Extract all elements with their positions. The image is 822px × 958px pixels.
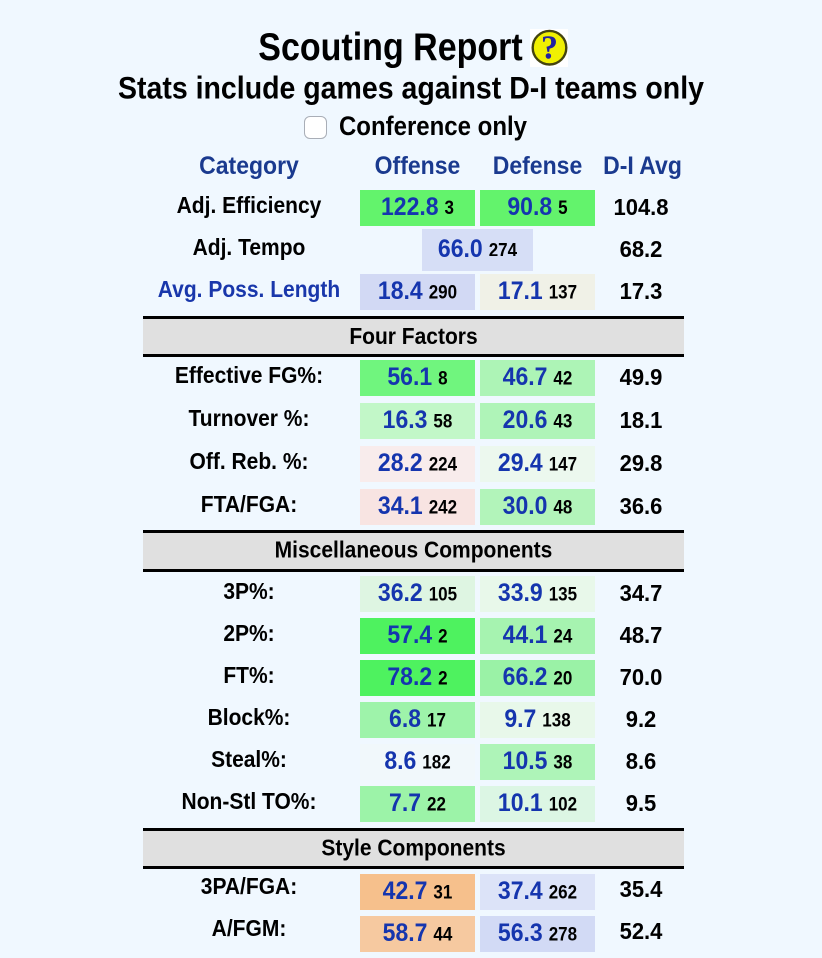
- svg-text:?: ?: [541, 30, 558, 67]
